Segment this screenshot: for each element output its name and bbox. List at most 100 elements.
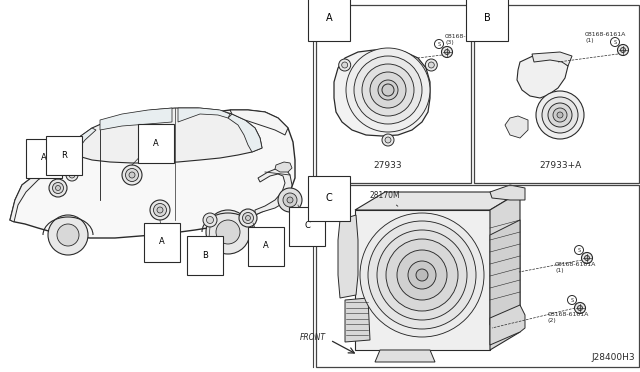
Circle shape (287, 197, 293, 203)
Circle shape (368, 221, 476, 329)
Polygon shape (505, 116, 528, 138)
Polygon shape (490, 220, 520, 325)
Polygon shape (334, 50, 430, 136)
Circle shape (239, 209, 257, 227)
Circle shape (370, 72, 406, 108)
Polygon shape (375, 350, 435, 362)
Text: 27933: 27933 (374, 160, 403, 170)
Circle shape (385, 137, 391, 143)
Circle shape (408, 261, 436, 289)
Text: B: B (202, 250, 208, 260)
Circle shape (442, 46, 452, 58)
Polygon shape (255, 168, 292, 215)
Polygon shape (178, 108, 230, 122)
Circle shape (386, 239, 458, 311)
Circle shape (542, 97, 578, 133)
Text: A: A (159, 237, 165, 247)
Circle shape (382, 134, 394, 146)
Polygon shape (10, 110, 295, 238)
Polygon shape (490, 305, 525, 345)
Polygon shape (68, 128, 96, 155)
Circle shape (426, 59, 437, 71)
Circle shape (206, 210, 250, 254)
Polygon shape (230, 110, 288, 135)
Circle shape (445, 49, 449, 55)
Circle shape (621, 48, 625, 52)
Circle shape (57, 224, 79, 246)
Polygon shape (355, 192, 520, 210)
Text: S: S (437, 42, 440, 46)
Circle shape (582, 253, 593, 263)
Circle shape (354, 56, 422, 124)
Circle shape (377, 230, 467, 320)
Text: S: S (570, 298, 573, 302)
Text: B: B (484, 13, 490, 23)
Polygon shape (275, 162, 292, 172)
Text: 08168-6161A
(3): 08168-6161A (3) (445, 34, 486, 45)
Circle shape (203, 213, 217, 227)
Circle shape (56, 186, 61, 190)
Text: 08168-6161A
(1): 08168-6161A (1) (585, 32, 627, 43)
Circle shape (129, 172, 135, 178)
Text: FRONT: FRONT (300, 334, 326, 343)
Circle shape (339, 59, 351, 71)
Text: A: A (263, 241, 269, 250)
Text: C: C (304, 221, 310, 231)
Circle shape (428, 62, 435, 68)
Text: C: C (326, 193, 332, 203)
Circle shape (618, 45, 628, 55)
Circle shape (243, 212, 253, 224)
Circle shape (49, 179, 67, 197)
Polygon shape (355, 210, 490, 350)
Circle shape (397, 250, 447, 300)
Polygon shape (345, 298, 370, 342)
Circle shape (52, 183, 63, 193)
Text: A: A (153, 138, 159, 148)
Bar (316, 185, 639, 367)
Circle shape (246, 215, 250, 221)
Text: J28400H3: J28400H3 (591, 353, 635, 362)
Text: S: S (577, 247, 580, 253)
Text: 28170M: 28170M (370, 192, 401, 206)
Circle shape (548, 103, 572, 127)
Circle shape (553, 108, 567, 122)
Circle shape (575, 302, 586, 314)
Text: 08168-6161A
(2): 08168-6161A (2) (548, 312, 589, 323)
Circle shape (584, 256, 589, 260)
Polygon shape (490, 185, 525, 200)
Circle shape (216, 220, 240, 244)
Circle shape (382, 84, 394, 96)
Circle shape (416, 269, 428, 281)
Polygon shape (10, 165, 52, 222)
Polygon shape (68, 108, 262, 163)
Circle shape (207, 217, 214, 224)
Text: 27933+A: 27933+A (539, 160, 581, 170)
Circle shape (557, 112, 563, 118)
Circle shape (362, 64, 414, 116)
Text: A: A (41, 154, 47, 163)
Text: 08168-6161A
(1): 08168-6161A (1) (555, 262, 596, 273)
Circle shape (125, 169, 138, 182)
Polygon shape (517, 54, 568, 98)
Circle shape (342, 62, 348, 68)
Polygon shape (532, 52, 572, 66)
Circle shape (48, 215, 88, 255)
Circle shape (360, 213, 484, 337)
Circle shape (278, 188, 302, 212)
Circle shape (66, 169, 78, 181)
Circle shape (157, 207, 163, 213)
Circle shape (536, 91, 584, 139)
Polygon shape (100, 108, 172, 130)
Text: S: S (613, 39, 616, 45)
Circle shape (283, 193, 297, 207)
Text: R: R (61, 151, 67, 160)
Circle shape (577, 305, 582, 311)
Circle shape (150, 200, 170, 220)
Bar (316, 5, 471, 183)
Text: A: A (326, 13, 332, 23)
Circle shape (154, 203, 166, 217)
Bar (474, 5, 639, 183)
Circle shape (378, 80, 398, 100)
Circle shape (69, 172, 75, 178)
Circle shape (346, 48, 430, 132)
